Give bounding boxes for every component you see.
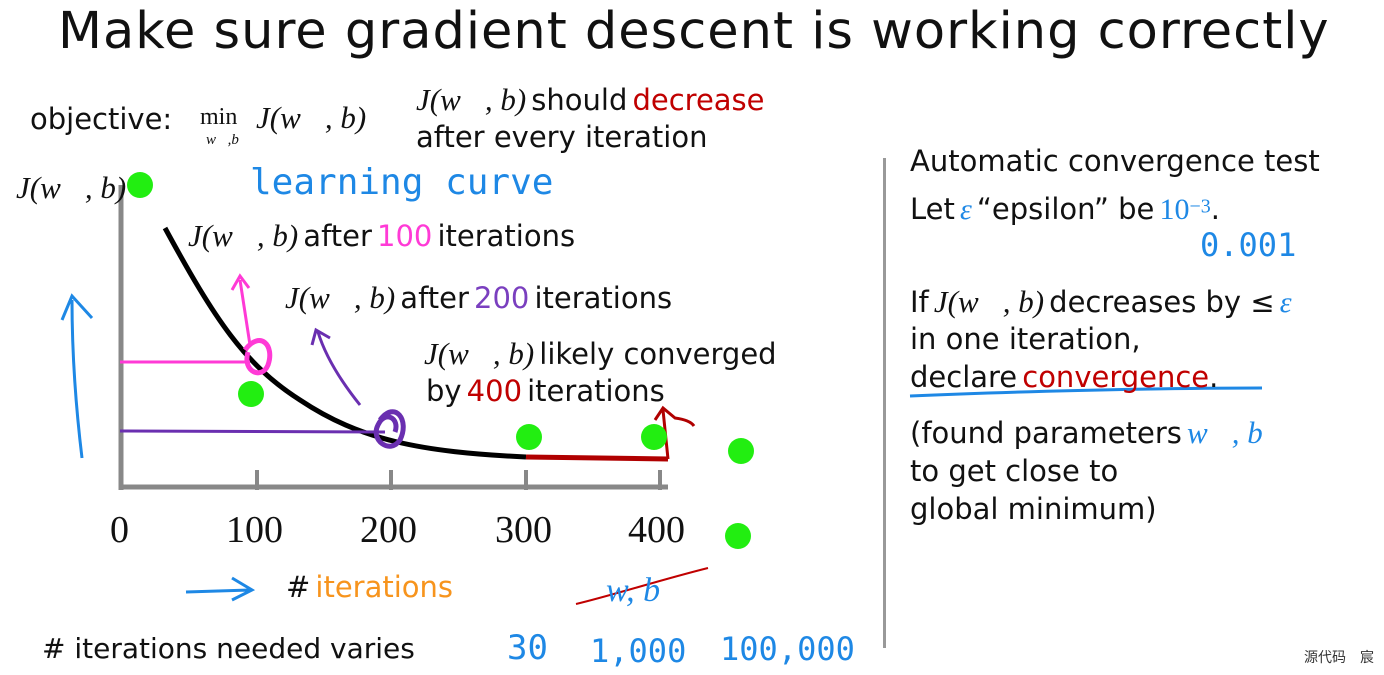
annotation-200-post: iterations — [534, 281, 673, 315]
decreases-text: decreases by ≤ — [1049, 285, 1275, 319]
strike-line — [575, 567, 709, 605]
watermark: 源代码 宸 — [1304, 650, 1374, 666]
annotation-400-pre: by — [426, 374, 462, 408]
should-text: should — [531, 83, 628, 117]
crossed-out-params: w, b — [606, 572, 661, 609]
x-axis-hash: # — [286, 570, 311, 604]
annotation-100-num: 100 — [377, 219, 433, 253]
declare-line: declare convergence. — [910, 360, 1218, 394]
if-condition: If J(w⃗, b) decreases by ≤ ε — [910, 284, 1292, 320]
x-tick-label: 300 — [495, 509, 552, 551]
cost-curve — [162, 226, 527, 460]
should-expression: J(w⃗, b) — [416, 82, 527, 117]
min-subscript: w⃗,b — [206, 132, 239, 148]
green-dot — [641, 424, 667, 450]
iterations-varies-text: # iterations needed varies — [42, 632, 415, 665]
purple-guide-line — [119, 429, 386, 434]
epsilon-value-handwritten: 0.001 — [1200, 226, 1297, 264]
one-iteration-text: in one iteration, — [910, 322, 1141, 356]
x-tick-label: 200 — [360, 509, 417, 551]
x-axis-label: # iterations — [286, 570, 453, 604]
annotation-100: J(w⃗, b) after 100 iterations — [188, 218, 575, 254]
let-text: Let — [910, 192, 955, 226]
convergence-word: convergence — [1022, 360, 1210, 394]
objective-label: objective: — [30, 102, 173, 136]
declare-text: declare — [910, 360, 1018, 394]
ten-base: 10 — [1159, 193, 1190, 226]
after-every-iteration: after every iteration — [416, 120, 708, 154]
period: . — [1210, 192, 1220, 226]
y-axis-label: J(w⃗, b) — [16, 170, 127, 205]
green-dot — [728, 438, 754, 464]
purple-arrow — [310, 327, 362, 406]
annotation-200-pre: after — [400, 281, 469, 315]
green-dot — [516, 424, 542, 450]
purple-circle — [373, 409, 406, 449]
x-tick-label: 0 — [110, 509, 129, 551]
epsilon-symbol: ε — [959, 193, 972, 226]
x-axis-word: iterations — [315, 570, 454, 604]
annotation-400-num: 400 — [466, 374, 523, 408]
convergence-underline — [909, 386, 1263, 398]
annotation-100-expr: J(w⃗, b) — [188, 218, 299, 253]
annotation-400-line1: J(w⃗, b) likely converged — [424, 336, 777, 372]
declare-period: . — [1209, 360, 1219, 394]
found-params: w⃗, b — [1186, 415, 1263, 450]
green-dot — [725, 523, 751, 549]
global-minimum-text: global minimum) — [910, 492, 1157, 526]
green-dot — [238, 381, 264, 407]
epsilon-definition: Let ε “epsilon” be 10−3. — [910, 192, 1220, 227]
found-parameters-line: (found parameters w⃗, b — [910, 415, 1263, 451]
x-tick-label: 100 — [226, 509, 283, 551]
annotation-400-expr: J(w⃗, b) — [424, 336, 535, 371]
value-100000: 100,000 — [720, 630, 855, 668]
value-30: 30 — [507, 628, 548, 668]
convergence-test-heading: Automatic convergence test — [910, 144, 1320, 178]
if-expression: J(w⃗, b) — [933, 284, 1045, 319]
found-text: (found parameters — [910, 416, 1182, 450]
vertical-divider — [883, 158, 886, 648]
value-1000: 1,000 — [590, 632, 687, 670]
annotation-400-post: iterations — [527, 374, 665, 408]
annotation-100-post: iterations — [437, 219, 576, 253]
get-close-text: to get close to — [910, 454, 1119, 488]
annotation-400-text: likely converged — [539, 337, 777, 371]
objective-expression: J(w⃗, b) — [256, 100, 367, 135]
pink-circle — [243, 338, 273, 376]
epsilon-text: “epsilon” be — [976, 192, 1155, 226]
ten-exponent: −3 — [1189, 195, 1211, 218]
annotation-200: J(w⃗, b) after 200 iterations — [285, 280, 672, 316]
if-text: If — [910, 285, 929, 319]
blue-right-arrow — [185, 576, 256, 602]
decrease-highlight: decrease — [632, 83, 765, 117]
converged-segment — [525, 454, 669, 462]
should-decrease-line: J(w⃗, b) should decrease — [416, 82, 765, 118]
learning-curve-handwritten: learning curve — [250, 162, 554, 203]
annotation-200-num: 200 — [474, 281, 530, 315]
if-epsilon: ε — [1279, 286, 1292, 319]
annotation-100-pre: after — [303, 219, 372, 253]
annotation-200-expr: J(w⃗, b) — [285, 280, 396, 315]
x-tick-label: 400 — [628, 509, 685, 551]
page-title: Make sure gradient descent is working co… — [58, 2, 1330, 61]
min-operator: min — [200, 104, 238, 130]
pink-arrow — [230, 273, 252, 346]
green-dot — [127, 172, 153, 198]
annotation-400-line2: by 400 iterations — [426, 374, 665, 408]
blue-up-arrow — [60, 293, 94, 459]
